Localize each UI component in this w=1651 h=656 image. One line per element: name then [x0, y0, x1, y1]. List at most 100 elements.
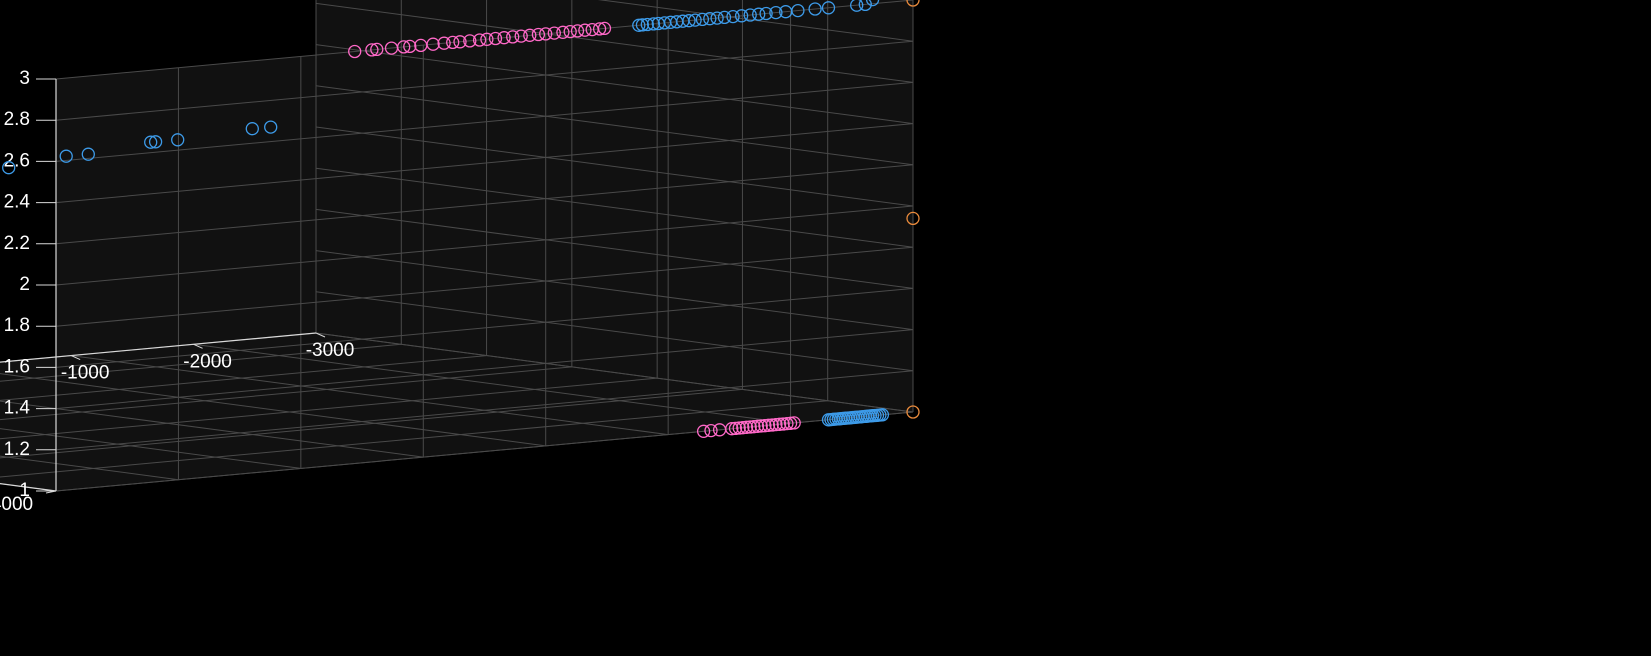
- z-tick-label: 2.6: [4, 150, 30, 171]
- grid-line-z-back: [55, 246, 914, 327]
- scatter-point: [821, 1, 836, 15]
- grid-line-z-side: [315, 291, 914, 372]
- grid-line-y-floor: [0, 366, 572, 421]
- z-tick-label: 2: [19, 274, 30, 295]
- scatter-point: [514, 29, 528, 43]
- scatter-point: [437, 36, 451, 50]
- scatter-point: [858, 0, 872, 12]
- grid-line-z-side: [315, 167, 914, 248]
- grid-line-z-back: [55, 123, 914, 204]
- scatter-point: [497, 31, 511, 45]
- scatter-point: [759, 6, 773, 21]
- grid-line-z-back: [55, 370, 914, 451]
- x-tick-label: -1000: [61, 363, 110, 384]
- scatter-point: [704, 423, 718, 438]
- scatter-point: [592, 22, 607, 36]
- scatter-point: [414, 38, 428, 53]
- scatter-point: [772, 417, 787, 431]
- data-points: [2, 0, 920, 438]
- scatter-point: [632, 18, 646, 32]
- scatter-point: [747, 420, 761, 434]
- grid-line-y-floor: [0, 388, 743, 459]
- scatter-point: [531, 27, 546, 42]
- scatter-point: [779, 5, 793, 19]
- grid-line-z-side: [315, 208, 914, 289]
- scatter-point: [453, 35, 467, 49]
- scatter-point: [348, 44, 362, 59]
- grid-line-z-side: [315, 250, 914, 331]
- scatter-point: [640, 17, 654, 32]
- scatter-point: [736, 421, 750, 435]
- grid-line-y-floor: [0, 400, 828, 478]
- scatter-point: [765, 418, 779, 432]
- scatter-point: [563, 24, 577, 39]
- grid-line-x-floor: [71, 355, 669, 436]
- scatter-point: [506, 30, 520, 44]
- grid-line-y-floor: [0, 355, 487, 401]
- scatter-point: [480, 32, 494, 46]
- side-wall-pane: [316, 0, 913, 412]
- x-axis-line: [0, 332, 317, 363]
- grid-line-x-floor: [0, 455, 179, 481]
- scatter-point: [758, 419, 772, 433]
- scatter-point: [556, 25, 570, 39]
- z-tick-label: 1.6: [4, 356, 30, 377]
- scatter-point: [646, 17, 661, 31]
- scatter-point: [743, 420, 757, 434]
- scatter-point: [821, 413, 836, 427]
- scatter-point: [463, 34, 477, 48]
- grid-line-z-back: [55, 205, 914, 286]
- scatter-point: [578, 23, 592, 37]
- scatter-point: [171, 133, 185, 147]
- grid-line-x-floor: [0, 400, 424, 458]
- x-tick: [193, 343, 203, 349]
- scatter-point: [651, 16, 665, 31]
- scatter-point: [696, 424, 711, 438]
- x-tick-label: -2000: [183, 351, 232, 372]
- scatter-point: [717, 10, 732, 25]
- scatter-point: [81, 147, 95, 161]
- scatter-point: [370, 42, 384, 57]
- axis-panes: [0, 0, 913, 491]
- scatter-point: [446, 35, 460, 50]
- scatter-point: [712, 423, 727, 437]
- scatter-point: [787, 416, 801, 430]
- x-tick-label: -3000: [306, 340, 355, 361]
- scatter-point: [539, 27, 553, 41]
- axis-lines: [0, 78, 326, 494]
- z-tick-label: 2.8: [4, 109, 30, 130]
- grid-line-z-back: [55, 164, 914, 245]
- grid-lines: [0, 0, 914, 492]
- grid-line-x-floor: [0, 373, 546, 447]
- scatter-point: [547, 26, 561, 40]
- scatter-point: [472, 33, 487, 47]
- scatter-point: [384, 41, 399, 55]
- scatter-point: [732, 421, 746, 435]
- grid-line-z-back: [55, 287, 914, 368]
- scatter-point: [776, 417, 790, 431]
- grid-line-z-back: [55, 81, 914, 162]
- scatter-point: [726, 9, 740, 24]
- z-tick-label: 2.4: [4, 192, 31, 213]
- scatter-point: [148, 135, 163, 149]
- grid-line-y-floor: [0, 343, 402, 382]
- x-tick: [70, 355, 81, 361]
- scatter-point: [906, 211, 920, 226]
- scatter-point: [752, 7, 766, 21]
- z-tick-label: 1.4: [4, 398, 31, 419]
- scatter-point: [769, 5, 783, 20]
- grid-line-z-side: [315, 44, 914, 125]
- scatter-point: [59, 149, 73, 163]
- scatter-point: [703, 12, 717, 26]
- scatter-point: [906, 0, 920, 7]
- z-tick-label: 1.8: [4, 315, 30, 336]
- scatter-point: [850, 0, 864, 12]
- scatter-point: [144, 135, 158, 149]
- scatter-point: [743, 8, 757, 22]
- grid-line-z-side: [315, 2, 914, 83]
- grid-line-z-side: [315, 85, 914, 166]
- z-tick-label: 2.2: [4, 233, 30, 254]
- scatter-point: [754, 419, 768, 433]
- scatter-point: [245, 122, 259, 136]
- scatter-point: [761, 418, 776, 432]
